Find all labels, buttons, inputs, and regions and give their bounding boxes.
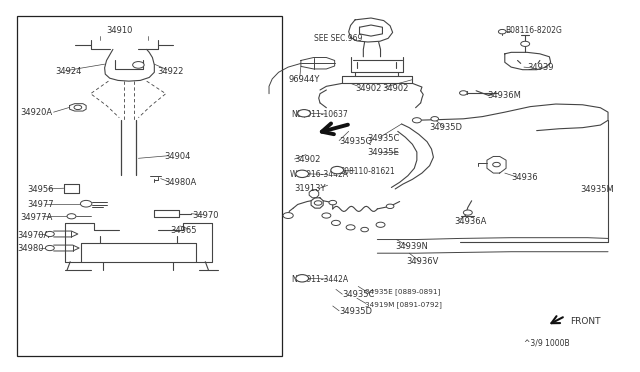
Text: 34920A: 34920A (20, 108, 52, 117)
Circle shape (322, 213, 331, 218)
Circle shape (460, 91, 467, 95)
Text: 34939: 34939 (527, 63, 554, 72)
Text: 34935E [0889-0891]: 34935E [0889-0891] (365, 289, 440, 295)
Text: 34902: 34902 (294, 154, 321, 164)
Text: 34970: 34970 (193, 211, 219, 220)
Circle shape (346, 225, 355, 230)
Circle shape (45, 231, 54, 237)
Text: N08911-10637: N08911-10637 (291, 109, 348, 119)
Text: 34902: 34902 (383, 84, 409, 93)
Circle shape (296, 275, 308, 282)
Text: 34936A: 34936A (454, 217, 486, 225)
Text: 34936: 34936 (511, 173, 538, 182)
Circle shape (296, 170, 308, 177)
Text: 96944Y: 96944Y (288, 75, 319, 84)
Text: 34935M: 34935M (580, 185, 614, 194)
Circle shape (361, 227, 369, 232)
Text: 34919M [0891-0792]: 34919M [0891-0792] (365, 301, 442, 308)
Text: W08916-3442A: W08916-3442A (290, 170, 349, 179)
Text: 34910: 34910 (106, 26, 132, 35)
Text: 34935D: 34935D (429, 123, 463, 132)
Text: 34935D: 34935D (339, 307, 372, 316)
Circle shape (67, 214, 76, 219)
Circle shape (431, 116, 438, 121)
Text: 34936M: 34936M (487, 91, 521, 100)
Circle shape (332, 220, 340, 225)
Circle shape (331, 166, 344, 174)
Circle shape (132, 62, 144, 68)
Circle shape (74, 105, 82, 110)
Circle shape (376, 222, 385, 227)
Circle shape (283, 212, 293, 218)
Circle shape (298, 110, 310, 117)
Text: 34980A: 34980A (164, 178, 196, 187)
Circle shape (493, 162, 500, 167)
Circle shape (387, 204, 394, 209)
Text: 34904: 34904 (164, 152, 190, 161)
Circle shape (412, 118, 421, 123)
Text: 34980: 34980 (17, 244, 44, 253)
Text: 34935Q: 34935Q (339, 137, 372, 146)
Circle shape (45, 246, 54, 251)
Text: 34956: 34956 (27, 185, 53, 194)
Circle shape (329, 201, 337, 205)
Circle shape (81, 201, 92, 207)
Text: 34936V: 34936V (406, 257, 438, 266)
Text: 34924: 34924 (56, 67, 82, 76)
Text: 34902: 34902 (355, 84, 381, 93)
Circle shape (521, 41, 530, 46)
Text: 31913Y: 31913Y (294, 184, 326, 193)
Text: 34977A: 34977A (20, 213, 53, 222)
Circle shape (499, 29, 506, 34)
Text: 34935C: 34935C (342, 291, 374, 299)
Circle shape (314, 201, 322, 205)
Text: SEE SEC.969: SEE SEC.969 (314, 34, 362, 43)
Text: B08110-81621: B08110-81621 (339, 167, 395, 176)
Bar (17, 16, 282, 356)
Text: 34935E: 34935E (368, 148, 399, 157)
Text: ^3/9 1000B: ^3/9 1000B (524, 339, 570, 347)
Text: 34939N: 34939N (395, 243, 428, 251)
Text: 34965: 34965 (170, 226, 196, 235)
Text: 34970A: 34970A (17, 231, 49, 240)
Text: N08911-3442A: N08911-3442A (291, 275, 348, 283)
Text: 34922: 34922 (157, 67, 184, 76)
Text: 34977: 34977 (27, 200, 54, 209)
Text: B08116-8202G: B08116-8202G (505, 26, 562, 35)
Circle shape (463, 210, 472, 215)
Text: FRONT: FRONT (570, 317, 600, 326)
Text: 34935C: 34935C (368, 134, 400, 142)
